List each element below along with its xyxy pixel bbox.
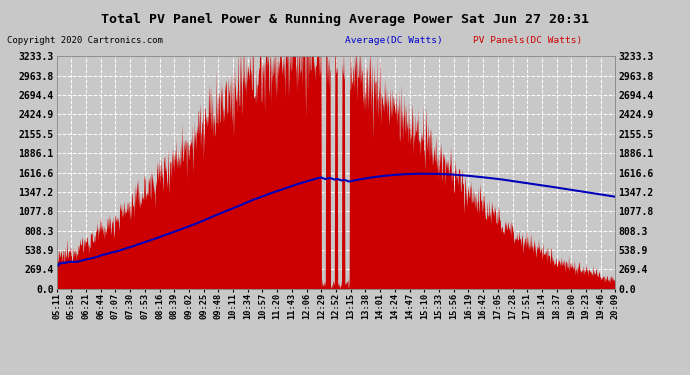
Text: PV Panels(DC Watts): PV Panels(DC Watts) (473, 36, 582, 45)
Text: Average(DC Watts): Average(DC Watts) (345, 36, 443, 45)
Text: Copyright 2020 Cartronics.com: Copyright 2020 Cartronics.com (7, 36, 163, 45)
Text: Total PV Panel Power & Running Average Power Sat Jun 27 20:31: Total PV Panel Power & Running Average P… (101, 13, 589, 26)
